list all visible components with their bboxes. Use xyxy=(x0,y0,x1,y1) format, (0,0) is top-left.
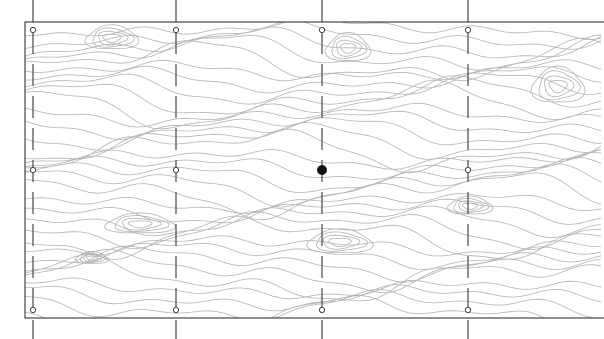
contour-loop xyxy=(322,234,361,250)
contour-line xyxy=(25,26,602,59)
contour-loop xyxy=(548,80,568,94)
contour-loop xyxy=(461,202,479,210)
grid-node-marker xyxy=(464,166,472,174)
contour-line xyxy=(25,149,602,170)
contour-loop xyxy=(538,70,581,101)
contour-loop xyxy=(530,65,586,103)
grid-node-marker xyxy=(318,26,326,34)
contour-line xyxy=(25,295,546,318)
survey-nodes xyxy=(29,26,472,314)
contour-loop xyxy=(102,33,122,44)
contour-line xyxy=(25,117,602,151)
contour-loop xyxy=(458,200,485,212)
contour-line xyxy=(25,110,602,140)
contour-line xyxy=(25,102,602,128)
grid-node-marker xyxy=(464,306,472,314)
contour-line xyxy=(25,128,602,174)
contour-line xyxy=(25,211,602,250)
contour-loop xyxy=(92,27,135,48)
contour-line xyxy=(25,122,602,160)
contour-line xyxy=(25,59,602,82)
contour-loop xyxy=(98,30,129,46)
selected-node-marker xyxy=(317,165,327,175)
contour-loop xyxy=(306,228,374,253)
grid-node-marker xyxy=(29,26,37,34)
contour-loop xyxy=(74,250,110,264)
contour-line xyxy=(25,22,602,40)
grid-node-marker xyxy=(172,166,180,174)
map-frame xyxy=(24,21,604,319)
contour-line xyxy=(25,288,599,318)
grid-node-marker xyxy=(29,166,37,174)
contour-loop xyxy=(83,254,103,263)
grid-node-marker xyxy=(318,306,326,314)
contour-loop xyxy=(79,252,107,264)
contour-loop xyxy=(331,35,368,60)
contour-loop xyxy=(85,255,99,261)
contour-line xyxy=(25,242,602,271)
contour-line xyxy=(25,75,602,115)
contour-loop xyxy=(84,24,140,49)
contour-line xyxy=(25,65,602,94)
contour-loop xyxy=(103,212,177,234)
contour-line xyxy=(25,284,602,312)
contour-lines xyxy=(25,22,602,318)
contour-line xyxy=(25,37,602,82)
contour-line xyxy=(25,156,602,194)
contour-loop xyxy=(121,217,162,231)
contour-line xyxy=(25,248,602,294)
grid-node-marker xyxy=(172,26,180,34)
contour-line xyxy=(25,253,602,302)
contour-loop xyxy=(114,215,170,233)
contour-line xyxy=(25,172,602,221)
contour-loop xyxy=(336,39,363,57)
contour-line xyxy=(25,193,602,214)
contour-loop xyxy=(544,75,575,98)
contour-line xyxy=(25,152,602,180)
contour-line xyxy=(25,205,602,239)
contour-loop xyxy=(316,231,368,252)
contour-line xyxy=(25,72,602,105)
contour-line xyxy=(25,235,602,257)
contour-loop xyxy=(446,195,494,215)
grid-node-marker xyxy=(29,306,37,314)
contour-line xyxy=(25,277,602,300)
contour-line xyxy=(25,245,602,283)
contour-line xyxy=(25,34,602,71)
contour-loop xyxy=(339,43,357,54)
grid-node-marker xyxy=(172,306,180,314)
contour-line xyxy=(25,198,602,225)
contour-loop xyxy=(127,220,153,229)
contour-line xyxy=(25,79,602,130)
contour-loop xyxy=(328,237,352,248)
contour-loop xyxy=(453,197,490,214)
contour-loop xyxy=(324,31,372,61)
grid-node-marker xyxy=(464,26,472,34)
